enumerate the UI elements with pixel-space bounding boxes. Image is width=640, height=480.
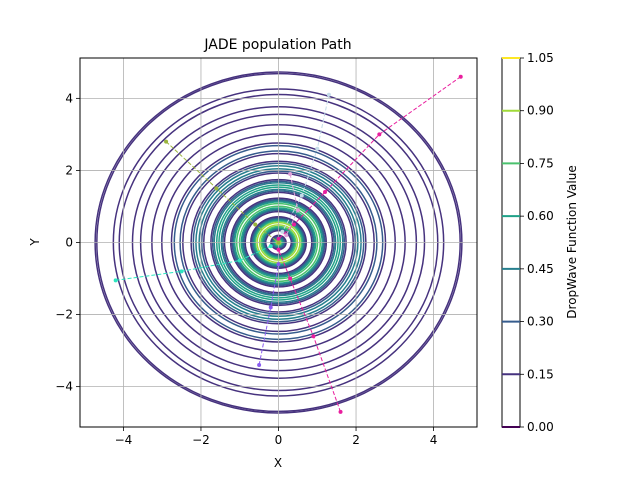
path-point [295, 208, 300, 213]
x-tick-label: −2 [192, 433, 210, 447]
x-tick-label: 0 [275, 433, 283, 447]
path-point [288, 276, 293, 281]
colorbar-tick-label: 0.30 [527, 315, 554, 329]
colorbar-tick-label: 0.60 [527, 209, 554, 223]
x-tick-label: 2 [352, 433, 360, 447]
colorbar-frame [501, 57, 521, 428]
plot-area: −4 −2 0 2 4 −4 −2 0 2 4 [55, 57, 478, 447]
colorbar-ticks: 0.00 0.15 0.30 0.45 0.60 0.75 0.90 1.05 [520, 51, 554, 434]
y-axis-ticks: −4 −2 0 2 4 [55, 91, 80, 394]
y-tick-label: 4 [65, 91, 73, 105]
path-point [280, 229, 285, 234]
path-point [268, 244, 273, 249]
path-point [338, 409, 343, 414]
population-path-2 [278, 249, 341, 413]
colorbar-level-lines [502, 57, 520, 428]
population-path-6 [258, 264, 279, 366]
path-point [268, 305, 273, 310]
path-point [292, 222, 297, 227]
x-tick-label: −4 [115, 433, 133, 447]
population-paths [113, 74, 463, 414]
path-point [257, 363, 262, 368]
y-tick-label: 2 [65, 163, 73, 177]
path-point [288, 172, 293, 177]
path-point [458, 74, 463, 79]
colorbar-tick-label: 0.75 [527, 156, 554, 170]
y-axis-label: Y [28, 238, 42, 247]
path-point [377, 132, 382, 137]
y-tick-label: −2 [55, 308, 73, 322]
path-point [311, 334, 316, 339]
colorbar-tick-label: 0.00 [527, 420, 554, 434]
path-point [276, 236, 281, 241]
path-point [326, 92, 331, 97]
path-point [323, 190, 328, 195]
colorbar: 0.00 0.15 0.30 0.45 0.60 0.75 0.90 1.05 DropWav… [501, 51, 579, 434]
path-point [214, 186, 219, 191]
path-point [315, 146, 320, 151]
colorbar-tick-label: 1.05 [527, 51, 554, 65]
path-point [276, 247, 281, 252]
colorbar-label: DropWave Function Value [565, 165, 579, 318]
chart-title: JADE population Path [203, 37, 351, 53]
path-point [276, 262, 281, 267]
population-path-1 [278, 76, 461, 240]
path-point [179, 269, 184, 274]
path-point [253, 222, 258, 227]
path-point [164, 139, 169, 144]
grid-lines [80, 58, 477, 427]
path-point [113, 278, 118, 283]
x-tick-label: 4 [430, 433, 438, 447]
y-tick-label: −4 [55, 380, 73, 394]
colorbar-tick-label: 0.45 [527, 262, 554, 276]
x-axis-ticks: −4 −2 0 2 4 [115, 427, 438, 447]
y-tick-label: 0 [65, 236, 73, 250]
path-point [276, 240, 281, 245]
x-axis-label: X [274, 456, 282, 470]
path-point [237, 258, 242, 263]
path-point [284, 233, 289, 238]
colorbar-tick-label: 0.15 [527, 367, 554, 381]
population-path-5 [281, 94, 330, 232]
population-path-4 [115, 245, 271, 281]
path-point [299, 193, 304, 198]
colorbar-tick-label: 0.90 [527, 104, 554, 118]
